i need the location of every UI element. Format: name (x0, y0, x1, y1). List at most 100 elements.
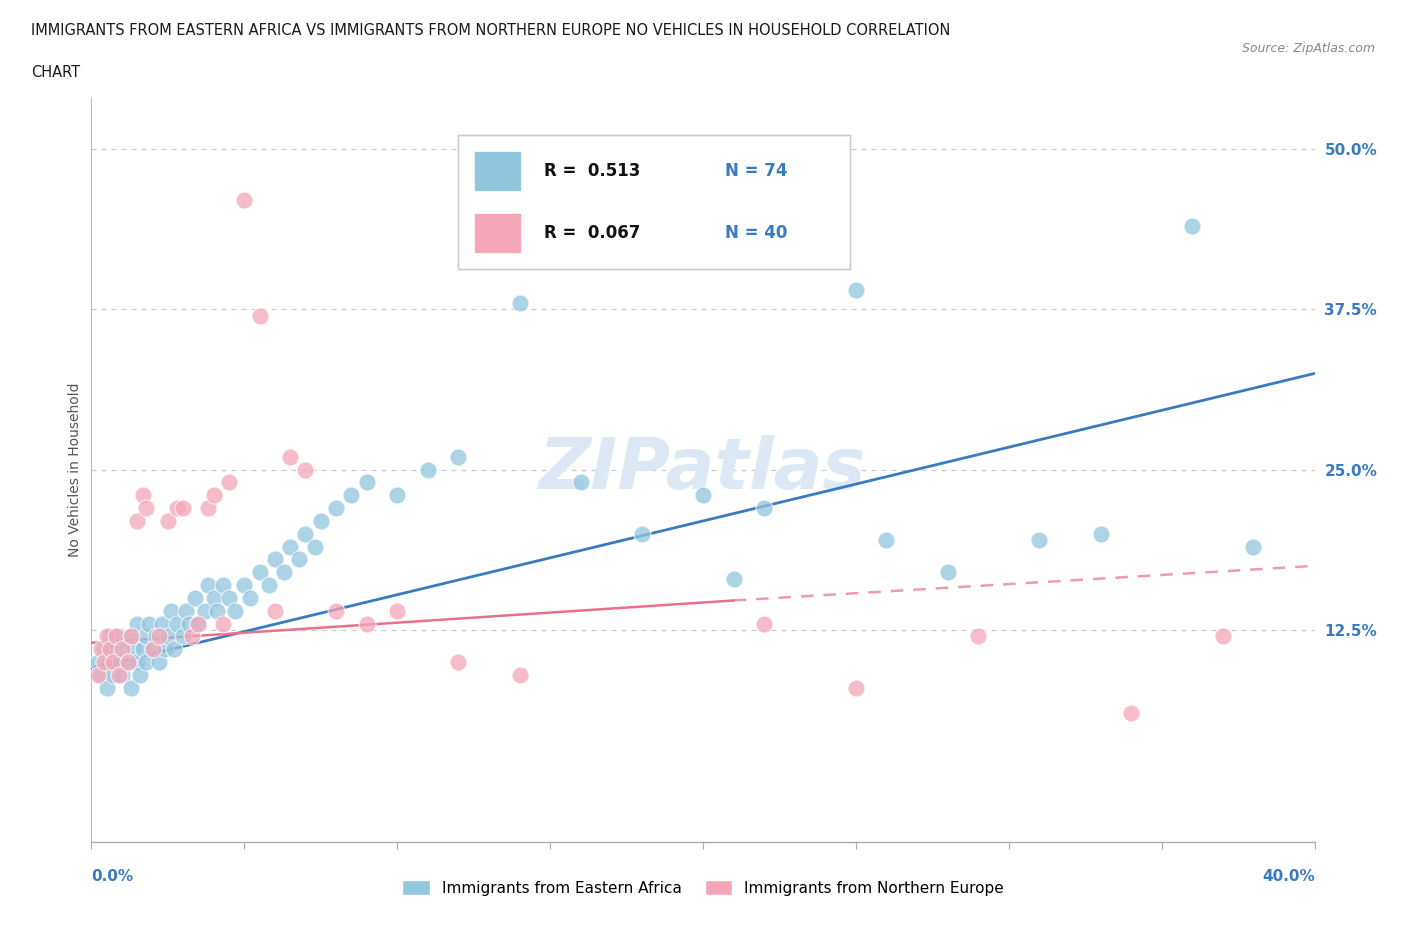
Point (127, 655, 149, 670)
Point (205, 604, 228, 618)
Point (90, 668, 112, 683)
Point (233, 193, 256, 207)
Point (447, 655, 470, 670)
Point (340, 488, 363, 503)
Point (156, 629, 179, 644)
Point (187, 617, 209, 631)
Point (631, 526, 654, 541)
Point (754, 500, 776, 515)
Point (264, 552, 287, 567)
Point (325, 500, 347, 515)
Point (96, 680, 118, 695)
Point (135, 500, 157, 515)
Point (754, 617, 776, 631)
Point (212, 617, 235, 631)
Point (127, 617, 149, 631)
Point (145, 629, 167, 644)
Point (132, 488, 155, 503)
Point (845, 283, 868, 298)
Point (224, 604, 246, 618)
Point (212, 578, 235, 592)
Text: Source: ZipAtlas.com: Source: ZipAtlas.com (1241, 42, 1375, 55)
Point (202, 488, 225, 503)
Point (153, 642, 176, 657)
Point (156, 513, 179, 528)
Point (239, 591, 262, 605)
Point (120, 629, 142, 644)
Point (120, 680, 142, 695)
Point (117, 655, 139, 670)
Point (86, 668, 108, 683)
Point (416, 462, 439, 477)
Point (233, 578, 256, 592)
Point (184, 591, 207, 605)
Point (135, 629, 157, 644)
Point (120, 629, 142, 644)
Point (447, 449, 470, 464)
Point (325, 604, 347, 618)
Point (309, 513, 332, 528)
Point (127, 513, 149, 528)
Point (108, 629, 131, 644)
Point (93, 642, 115, 657)
Point (160, 604, 183, 618)
Y-axis label: No Vehicles in Household: No Vehicles in Household (69, 382, 83, 557)
Legend: Immigrants from Eastern Africa, Immigrants from Northern Europe: Immigrants from Eastern Africa, Immigran… (396, 873, 1010, 902)
Text: IMMIGRANTS FROM EASTERN AFRICA VS IMMIGRANTS FROM NORTHERN EUROPE NO VEHICLES IN: IMMIGRANTS FROM EASTERN AFRICA VS IMMIGR… (31, 23, 950, 38)
Point (1243, 539, 1265, 554)
Point (1212, 629, 1234, 644)
Point (218, 475, 240, 490)
Point (108, 668, 131, 683)
Point (304, 539, 326, 554)
Text: ZIPatlas: ZIPatlas (540, 435, 866, 504)
Point (294, 462, 316, 477)
Point (98, 629, 121, 644)
Point (288, 552, 311, 567)
Point (202, 591, 225, 605)
Point (132, 642, 155, 657)
Text: CHART: CHART (31, 65, 80, 80)
Point (197, 578, 219, 592)
Point (692, 488, 714, 503)
Point (104, 629, 127, 644)
Point (150, 617, 173, 631)
Text: 0.0%: 0.0% (91, 869, 134, 883)
Point (104, 655, 127, 670)
Point (90, 642, 112, 657)
Point (257, 578, 280, 592)
Point (845, 680, 868, 695)
Point (166, 500, 188, 515)
Point (936, 565, 959, 579)
Point (172, 629, 194, 644)
Point (98, 642, 121, 657)
Point (135, 655, 157, 670)
Point (1090, 526, 1112, 541)
Point (193, 604, 215, 618)
Point (197, 500, 219, 515)
Point (264, 604, 287, 618)
Point (101, 642, 124, 657)
Point (93, 655, 115, 670)
Point (273, 565, 295, 579)
Text: 40.0%: 40.0% (1261, 869, 1315, 883)
Point (172, 500, 194, 515)
Point (141, 642, 163, 657)
Point (1181, 219, 1204, 233)
Point (174, 604, 197, 618)
Point (122, 642, 145, 657)
Point (294, 526, 316, 541)
Point (111, 668, 134, 683)
Point (723, 571, 745, 586)
Point (249, 308, 271, 323)
Point (148, 629, 170, 644)
Point (1121, 706, 1143, 721)
Point (249, 565, 271, 579)
Point (875, 533, 898, 548)
Point (111, 642, 134, 657)
Point (1028, 533, 1050, 548)
Point (181, 629, 204, 644)
Point (569, 475, 592, 490)
Point (101, 655, 124, 670)
Point (385, 488, 409, 503)
Point (101, 668, 124, 683)
